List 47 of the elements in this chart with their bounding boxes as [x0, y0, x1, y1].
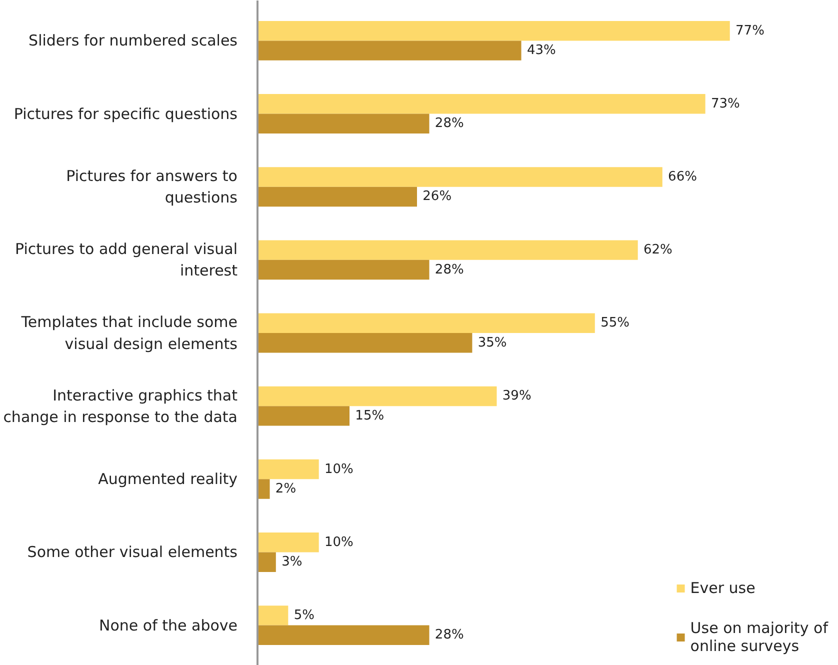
- data-label: 35%: [478, 335, 507, 350]
- bar: [258, 240, 638, 260]
- legend-label: Ever use: [690, 579, 756, 597]
- data-label: 55%: [600, 316, 630, 331]
- data-label: 5%: [294, 608, 314, 623]
- bar: [258, 606, 288, 626]
- bar: [258, 625, 430, 646]
- data-label: 73%: [710, 96, 740, 112]
- y-tick-label: Interactive graphics that change in response to the data: [3, 386, 238, 426]
- y-tick-label: Some other visual elements: [27, 543, 238, 562]
- y-tick-label: Augmented reality: [98, 470, 238, 488]
- bar: [258, 167, 662, 187]
- data-label: 26%: [422, 189, 452, 204]
- data-label: 28%: [434, 628, 464, 643]
- data-label: 39%: [502, 388, 532, 404]
- data-label: 15%: [355, 408, 384, 424]
- bar: [258, 40, 522, 60]
- legend-label: Use on majority of online surveys: [690, 619, 828, 655]
- data-label: 66%: [668, 169, 697, 184]
- bar: [258, 94, 706, 114]
- y-tick-label: None of the above: [98, 616, 238, 634]
- data-label: 10%: [324, 462, 354, 477]
- data-label: 2%: [275, 482, 296, 497]
- bar: [258, 479, 270, 499]
- bar: [258, 552, 276, 572]
- y-tick-label: Pictures for specific questions: [14, 104, 238, 123]
- bar: [258, 386, 497, 406]
- data-label: 43%: [526, 43, 556, 58]
- y-tick-label: Templates that include some visual design elements: [20, 313, 238, 353]
- y-tick-label: Sliders for numbered scales: [28, 32, 238, 50]
- bar: [258, 532, 319, 552]
- bar: [258, 260, 430, 280]
- data-label: 3%: [282, 554, 302, 570]
- bar: [258, 186, 417, 207]
- data-label: 62%: [644, 242, 672, 258]
- data-label: 77%: [736, 23, 764, 38]
- y-tick-label: Pictures to add general visual interest: [15, 240, 238, 280]
- data-label: 28%: [434, 116, 464, 132]
- bar: [258, 406, 350, 426]
- data-label: 10%: [324, 534, 354, 550]
- y-tick-label: Pictures for answers to questions: [66, 167, 238, 207]
- bar: [258, 459, 319, 480]
- bar: [258, 20, 730, 41]
- bar: [258, 333, 472, 353]
- bar: [258, 313, 595, 333]
- bar: [258, 114, 430, 134]
- data-label: 28%: [434, 262, 464, 278]
